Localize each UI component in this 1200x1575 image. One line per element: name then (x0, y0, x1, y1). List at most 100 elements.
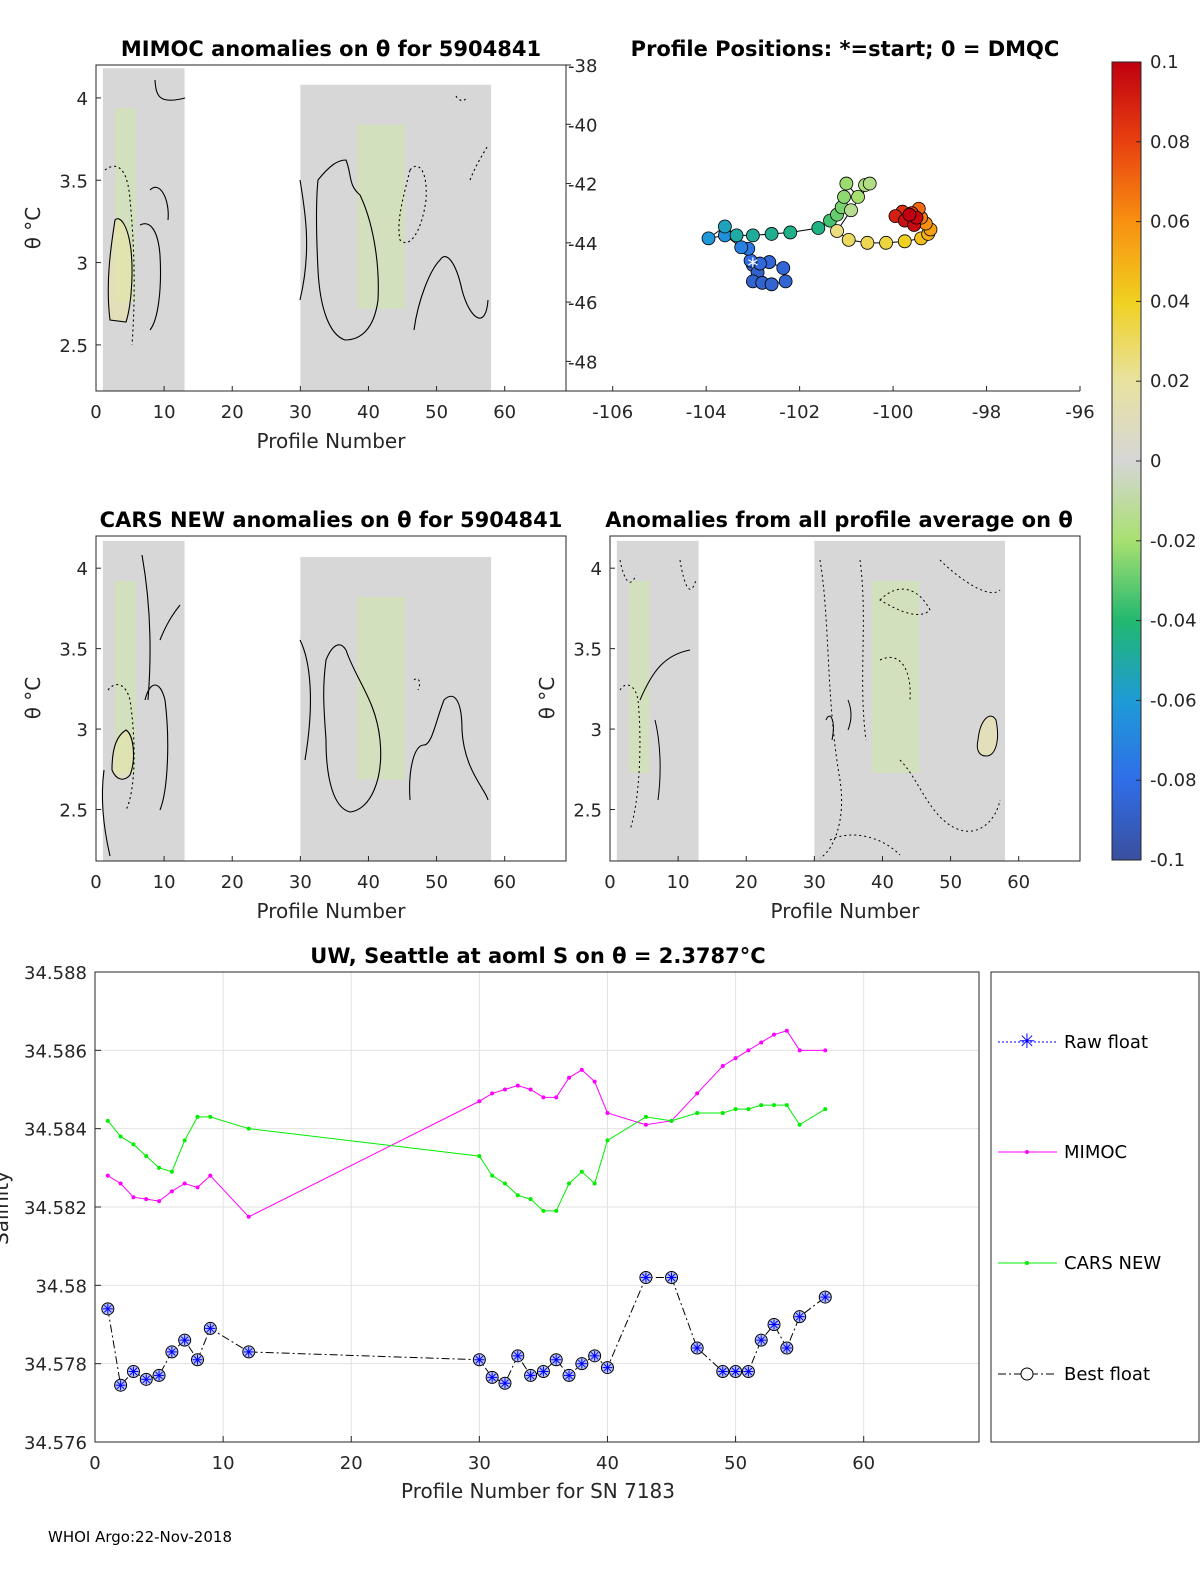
raw-float-asterisk (488, 1373, 497, 1382)
raw-float-asterisk (693, 1344, 701, 1352)
mimoc-point (157, 1199, 162, 1204)
cars-new-point (182, 1138, 187, 1143)
salinity-xtick-label: 10 (212, 1453, 235, 1474)
best-float-point (126, 1365, 140, 1378)
legend-best-float: Best float (998, 1364, 1150, 1385)
cars-axes-frame (95, 535, 567, 862)
raw-float-asterisk (539, 1367, 548, 1376)
best-float-point (203, 1321, 217, 1335)
best-float-point (600, 1361, 614, 1375)
allavg-xtick-label: 50 (939, 872, 962, 893)
legend-cars-label: CARS NEW (1064, 1253, 1161, 1274)
mimoc-point (182, 1181, 187, 1186)
mimoc-point (784, 1028, 789, 1033)
raw-float-asterisk (590, 1351, 599, 1360)
colorbar-tick-label: -0.04 (1150, 611, 1197, 632)
cars-ylabel: θ °C (21, 677, 45, 720)
positions-ytick-label: -44 (568, 234, 597, 255)
cars-new-point (195, 1114, 200, 1119)
profile-position-point (860, 235, 875, 250)
cars-new-point (823, 1107, 828, 1112)
cars-ytick-label: 3 (77, 720, 88, 741)
best-float-point (485, 1370, 499, 1384)
profile-positions-panel: Profile Positions: *=start; 0 = DMQC -38… (565, 37, 1095, 423)
positions-ytick-label: -48 (568, 352, 597, 373)
legend-mimoc: MIMOC (998, 1142, 1127, 1163)
raw-float-asterisk (129, 1367, 138, 1376)
profile-position-point (837, 189, 851, 204)
salinity-legend: ✳ Raw float MIMOC CARS NEW Best float (990, 971, 1200, 1443)
colorbar: 0.1 0.08 0.06 0.04 0.02 0 -0.02 -0.04 -0.06 -0.08… (1111, 52, 1197, 871)
cars-title: CARS NEW anomalies on θ for 5904841 (100, 508, 563, 532)
mimoc-point (759, 1040, 764, 1045)
allavg-xlabel: Profile Number (771, 899, 921, 923)
colorbar-tick-label: -0.06 (1150, 690, 1197, 711)
allavg-ytick-label: 4 (591, 559, 602, 580)
positions-ytick-label: -46 (568, 293, 597, 314)
profile-position-point (811, 221, 826, 235)
mimoc-point (105, 1173, 110, 1178)
raw-float-asterisk (731, 1367, 740, 1376)
mimoc-point (528, 1087, 533, 1092)
profile-position-point (862, 176, 877, 191)
legend-raw-float-label: Raw float (1064, 1032, 1148, 1053)
legend-raw-float-marker: ✳ (1019, 1029, 1036, 1053)
best-float-point (472, 1353, 486, 1367)
profile-position-point (830, 224, 844, 238)
cars-contours (101, 554, 489, 857)
cars-new-point (157, 1165, 162, 1170)
cars-new-point (695, 1111, 700, 1115)
legend-best-float-label: Best float (1064, 1364, 1150, 1385)
profile-position-point (902, 207, 917, 222)
mimoc-point (515, 1083, 520, 1088)
mimoc-ytick-label: 4 (77, 89, 88, 110)
allavg-xtick-label: 10 (667, 872, 690, 893)
mimoc-ytick-label: 2.5 (59, 336, 88, 357)
best-float-point (818, 1290, 832, 1304)
cars-new-point (592, 1181, 597, 1186)
positions-ytick-label: -38 (568, 56, 597, 77)
colorbar-ticks: 0.1 0.08 0.06 0.04 0.02 0 -0.02 -0.04 -0.06 -0.08… (1136, 52, 1197, 871)
mimoc-series-line (107, 1030, 826, 1218)
cars-anomaly-panel: CARS NEW anomalies on θ for 5904841 0 10 2… (21, 508, 567, 923)
best-float-point (575, 1357, 589, 1371)
positions-xtick-label: -100 (873, 402, 914, 423)
raw-float-asterisk (795, 1312, 804, 1321)
raw-float-asterisk (475, 1355, 484, 1364)
positions-xtick-label: -98 (972, 402, 1001, 423)
raw-float-asterisk (526, 1371, 535, 1380)
profile-position-point (764, 227, 779, 241)
raw-float-asterisk (168, 1348, 176, 1356)
cars-new-point (567, 1181, 572, 1186)
colorbar-tick-label: 0.1 (1150, 52, 1179, 73)
mimoc-x-axis: 0 10 20 30 40 50 60 (90, 386, 516, 423)
cars-new-point (144, 1154, 149, 1159)
cars-xlabel: Profile Number (257, 899, 407, 923)
raw-float-asterisk (821, 1293, 830, 1301)
allavg-title: Anomalies from all profile average on θ (605, 508, 1073, 532)
best-float-point (152, 1368, 166, 1382)
allavg-y-axis: 2.5 3 3.5 4 (573, 559, 615, 822)
mimoc-title: MIMOC anomalies on θ for 5904841 (121, 37, 541, 61)
cars-new-point (131, 1142, 136, 1147)
profile-position-point (734, 240, 749, 255)
raw-float-asterisk (782, 1344, 791, 1352)
mimoc-xlabel: Profile Number (257, 429, 407, 453)
best-float-point (639, 1271, 653, 1284)
footer-stamp: WHOI Argo:22-Nov-2018 (48, 1528, 232, 1546)
cars-new-point (759, 1103, 764, 1108)
best-float-point (190, 1353, 204, 1367)
salinity-ytick-label: 34.584 (24, 1120, 87, 1141)
raw-float-asterisk (667, 1273, 676, 1282)
cars-new-point (797, 1122, 802, 1127)
salinity-ytick-label: 34.58 (35, 1276, 87, 1297)
mimoc-point (118, 1181, 123, 1186)
raw-float-asterisk (757, 1336, 766, 1345)
legend-mimoc-label: MIMOC (1064, 1142, 1127, 1163)
cars-new-point (477, 1154, 482, 1159)
allavg-xtick-label: 20 (735, 872, 758, 893)
colorbar-tick-label: 0.02 (1150, 371, 1190, 392)
allavg-ylabel: θ °C (535, 677, 559, 720)
allavg-contours (619, 559, 1001, 859)
cars-new-point (720, 1111, 725, 1115)
